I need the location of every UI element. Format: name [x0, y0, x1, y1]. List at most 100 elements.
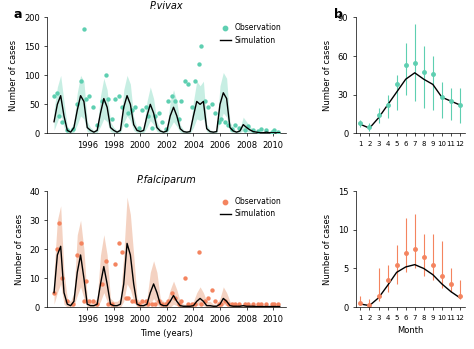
Point	[111, 96, 119, 101]
Point	[109, 302, 116, 307]
Point	[201, 99, 209, 104]
Point	[102, 258, 109, 263]
Point	[138, 107, 146, 113]
Point	[168, 290, 176, 295]
Point	[268, 129, 275, 134]
Point	[171, 296, 179, 301]
Point	[201, 298, 209, 304]
Title: P.vivax: P.vivax	[150, 1, 184, 11]
Legend: Observation, Simulation: Observation, Simulation	[218, 21, 283, 46]
Point	[188, 302, 196, 307]
Point	[171, 99, 179, 104]
Point	[175, 116, 182, 122]
Point	[102, 73, 109, 78]
Point	[195, 61, 202, 67]
Point	[235, 125, 242, 130]
Point	[224, 122, 232, 127]
Point	[55, 113, 63, 119]
Point	[155, 110, 163, 116]
Point	[122, 296, 129, 301]
Text: b: b	[334, 8, 343, 21]
Point	[228, 126, 236, 132]
Point	[69, 126, 76, 132]
Point	[263, 128, 270, 133]
Point	[231, 122, 238, 127]
Point	[195, 249, 202, 255]
Point	[184, 81, 192, 87]
Point	[204, 296, 212, 301]
Point	[249, 127, 257, 133]
Point	[128, 298, 136, 304]
Point	[142, 298, 149, 304]
Point	[131, 104, 139, 110]
Point	[58, 119, 66, 125]
Point	[64, 298, 71, 304]
Point	[178, 298, 185, 304]
Point	[55, 220, 63, 226]
Point	[85, 93, 92, 98]
Point	[131, 298, 139, 304]
Point	[145, 113, 152, 119]
Point	[255, 128, 262, 134]
Point	[228, 302, 236, 307]
Point	[135, 302, 143, 307]
Point	[111, 261, 119, 267]
Point	[249, 302, 257, 307]
Point	[138, 298, 146, 304]
Point	[271, 128, 278, 133]
Point	[93, 122, 100, 127]
Point	[64, 128, 71, 133]
Point	[118, 249, 126, 255]
Point	[257, 126, 265, 132]
X-axis label: Month: Month	[397, 326, 423, 335]
Point	[235, 302, 242, 307]
Point	[73, 102, 81, 107]
Point	[135, 125, 143, 130]
Point	[158, 119, 165, 125]
Point	[122, 122, 129, 127]
Point	[109, 116, 116, 122]
Point	[69, 302, 76, 307]
Point	[218, 116, 225, 122]
Point	[164, 298, 172, 304]
Point	[164, 99, 172, 104]
Point	[77, 79, 84, 84]
Point	[93, 302, 100, 307]
Y-axis label: Number of cases: Number of cases	[9, 40, 18, 111]
Point	[271, 302, 278, 307]
Point	[208, 102, 216, 107]
Point	[224, 302, 232, 307]
Point	[215, 119, 222, 125]
Point	[73, 252, 81, 258]
Point	[145, 302, 152, 307]
Point	[263, 302, 270, 307]
Point	[208, 287, 216, 292]
Point	[188, 104, 196, 110]
Point	[184, 302, 192, 307]
Point	[89, 298, 96, 304]
Point	[80, 26, 88, 32]
Point	[215, 302, 222, 307]
Point	[241, 302, 249, 307]
Point	[244, 124, 252, 129]
Point	[77, 240, 84, 246]
Point	[142, 104, 149, 110]
Point	[211, 110, 219, 116]
Point	[58, 275, 66, 281]
Point	[244, 302, 252, 307]
Point	[53, 90, 61, 96]
Point	[148, 125, 156, 130]
Point	[204, 104, 212, 110]
Title: P.falciparum: P.falciparum	[137, 175, 197, 185]
X-axis label: Time (years): Time (years)	[140, 329, 193, 338]
Point	[274, 129, 282, 134]
Legend: Observation, Simulation: Observation, Simulation	[218, 195, 283, 220]
Point	[50, 290, 58, 295]
Point	[85, 298, 92, 304]
Point	[151, 113, 159, 119]
Point	[115, 93, 123, 98]
Point	[115, 240, 123, 246]
Point	[178, 99, 185, 104]
Point	[255, 302, 262, 307]
Point	[211, 298, 219, 304]
